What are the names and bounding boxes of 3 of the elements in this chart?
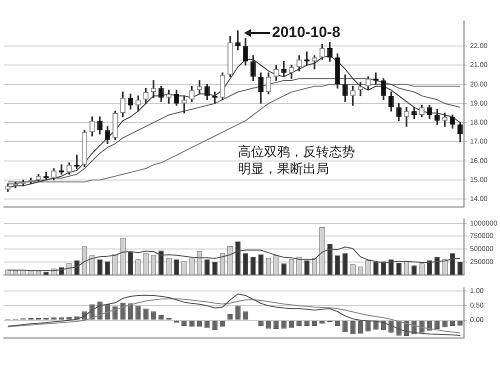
annotation: 2010-10-8 xyxy=(272,24,340,41)
annotation: 高位双鸦，反转态势明显，果断出局 xyxy=(238,144,356,178)
candlestick xyxy=(150,80,156,98)
